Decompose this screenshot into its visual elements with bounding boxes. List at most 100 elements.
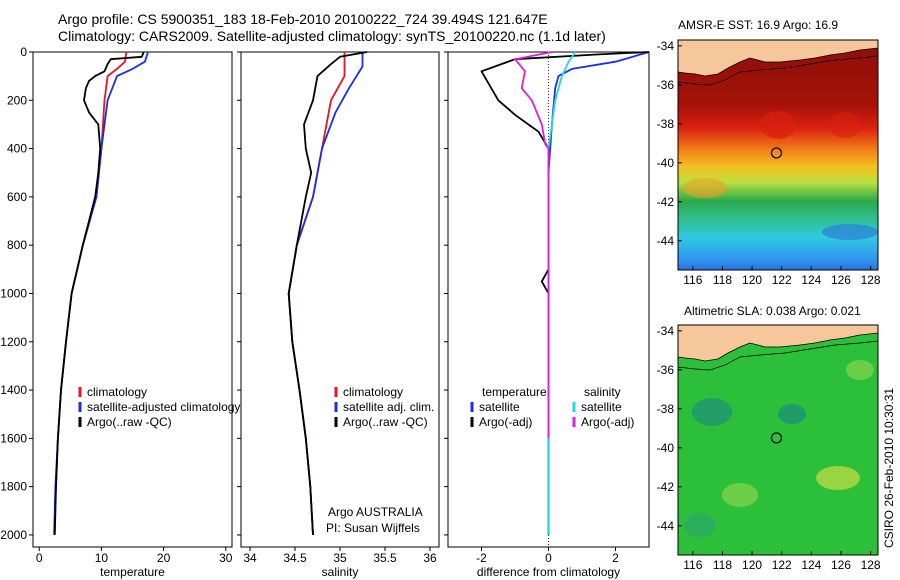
x-axis-label: salinity — [322, 565, 359, 579]
map-x-tick-label: 124 — [801, 558, 821, 572]
y-tick-label: 2000 — [0, 528, 27, 542]
sst-warm-patch — [683, 178, 727, 198]
sla-low-patch — [692, 398, 732, 426]
sla-high-patch — [846, 360, 874, 380]
legend-label: Argo(-adj) — [581, 415, 634, 429]
map-y-tick-label: -44 — [657, 519, 675, 533]
map-x-tick-label: 126 — [831, 273, 851, 287]
map-y-tick-label: -34 — [657, 39, 675, 53]
y-tick-label: 1000 — [0, 286, 27, 300]
series-line-argo-adj- — [514, 51, 553, 439]
sla-land-mask — [678, 325, 878, 362]
map-y-tick-label: -40 — [657, 441, 675, 455]
legend-label: climatology — [87, 385, 147, 399]
x-tick-label: 34.5 — [283, 551, 307, 565]
profile-plot-2: 34 34.5 35 35.5 36 salinity climatologysatelli… — [237, 51, 437, 579]
sla-map — [678, 325, 878, 555]
legend-label: Argo(..raw -QC) — [87, 415, 172, 429]
y-tick-label: 200 — [7, 93, 27, 107]
series-line-satellite — [547, 51, 650, 535]
map-axes-2: 116 118 120 122 124 126 128 -34 -36 -38 -40 -42 -44 — [657, 324, 881, 572]
legend-label: satellite — [479, 400, 520, 414]
series-line-argo-adj- — [480, 51, 650, 535]
y-tick-label: 400 — [7, 142, 27, 156]
argo-credit-line1: Argo AUSTRALIA — [328, 505, 423, 519]
x-tick-label: -2 — [476, 551, 487, 565]
series-line-argo-raw-qc- — [287, 51, 368, 535]
legend-header-temperature: temperature — [482, 385, 547, 399]
map-x-tick-label: 122 — [772, 273, 792, 287]
y-tick-label: 600 — [7, 190, 27, 204]
map-x-tick-label: 120 — [742, 273, 762, 287]
map-x-tick-label: 122 — [772, 558, 792, 572]
sst-map — [678, 40, 878, 270]
y-tick-label: 0 — [20, 45, 27, 59]
map-y-tick-label: -42 — [657, 480, 675, 494]
x-axis-label: difference from climatology — [477, 565, 620, 579]
sla-high-patch — [816, 466, 860, 490]
sla-low-patch — [778, 404, 806, 424]
map-axes-1: 116 118 120 122 124 126 128 -34 -36 -38 -40 -42 -44 — [657, 39, 881, 287]
map-x-tick-label: 116 — [683, 273, 702, 287]
sst-map-frame — [677, 39, 879, 271]
sla-high-patch — [722, 483, 758, 507]
x-tick-label: 35 — [333, 551, 347, 565]
x-tick-label: 35.5 — [373, 551, 397, 565]
series-line-argo-raw-qc- — [53, 51, 145, 535]
sla-depth-contour — [678, 340, 878, 371]
map-x-tick-label: 124 — [801, 273, 821, 287]
map-y-tick-label: -38 — [657, 402, 675, 416]
sst-map-title: AMSR-E SST: 16.9 Argo: 16.9 — [678, 18, 839, 32]
sst-land-mask — [678, 40, 878, 77]
legend-label: satellite-adjusted climatology — [87, 400, 240, 414]
sst-warm-eddy — [760, 111, 796, 139]
map-x-tick-label: 120 — [742, 558, 762, 572]
x-tick-label: 0 — [545, 551, 552, 565]
sst-warm-eddy — [829, 112, 861, 138]
chart-title-line1: Argo profile: CS 5900351_183 18-Feb-2010… — [58, 11, 548, 27]
series-line-climatology — [287, 52, 346, 535]
legend-label: satellite adj. clim. — [343, 400, 434, 414]
map-y-tick-label: -36 — [657, 363, 675, 377]
x-tick-label: 36 — [423, 551, 437, 565]
series-line-climatology — [53, 51, 128, 507]
legend-label: climatology — [343, 385, 403, 399]
series-line-satellite — [547, 51, 577, 535]
x-tick-label: 30 — [219, 551, 233, 565]
map-y-tick-label: -44 — [657, 234, 675, 248]
legend-label: satellite — [581, 400, 622, 414]
x-tick-label: 20 — [157, 551, 171, 565]
legend-label: Argo(-adj) — [479, 415, 532, 429]
map-y-tick-label: -42 — [657, 195, 675, 209]
sst-cold-patch — [822, 224, 878, 240]
x-tick-label: 10 — [95, 551, 109, 565]
map-x-tick-label: 128 — [861, 558, 881, 572]
legend-label: Argo(..raw -QC) — [343, 415, 428, 429]
map-y-tick-label: -38 — [657, 117, 675, 131]
legend-header-salinity: salinity — [584, 385, 621, 399]
y-tick-label: 1200 — [0, 335, 27, 349]
map-x-tick-label: 118 — [713, 273, 732, 287]
argo-float-marker — [770, 147, 783, 159]
salinity-plot-frame — [240, 51, 440, 548]
temperature-plot-frame — [32, 51, 233, 548]
series-line-satellite-adjusted-climatology — [53, 51, 149, 535]
map-x-tick-label: 126 — [831, 558, 851, 572]
map-y-tick-label: -40 — [657, 156, 675, 170]
map-y-tick-label: -34 — [657, 324, 675, 338]
x-tick-label: 2 — [612, 551, 619, 565]
map-x-tick-label: 116 — [683, 558, 702, 572]
chart-title-line2: Climatology: CARS2009. Satellite-adjuste… — [58, 28, 606, 44]
sla-low-patch — [684, 513, 716, 537]
y-tick-label: 800 — [7, 238, 27, 252]
x-tick-label: 0 — [36, 551, 43, 565]
y-tick-label: 1600 — [0, 431, 27, 445]
sla-map-title: Altimetric SLA: 0.038 Argo: 0.021 — [684, 304, 861, 318]
profile-plot-1: 0 10 20 30 0 200 400 600 800 1000 1200 1400 1600 1800… — [0, 45, 240, 579]
x-tick-label: 34 — [243, 551, 257, 565]
argo-float-marker — [770, 432, 783, 444]
argo-credit-line2: PI: Susan Wijffels — [326, 521, 420, 535]
sla-map-frame — [677, 324, 879, 556]
